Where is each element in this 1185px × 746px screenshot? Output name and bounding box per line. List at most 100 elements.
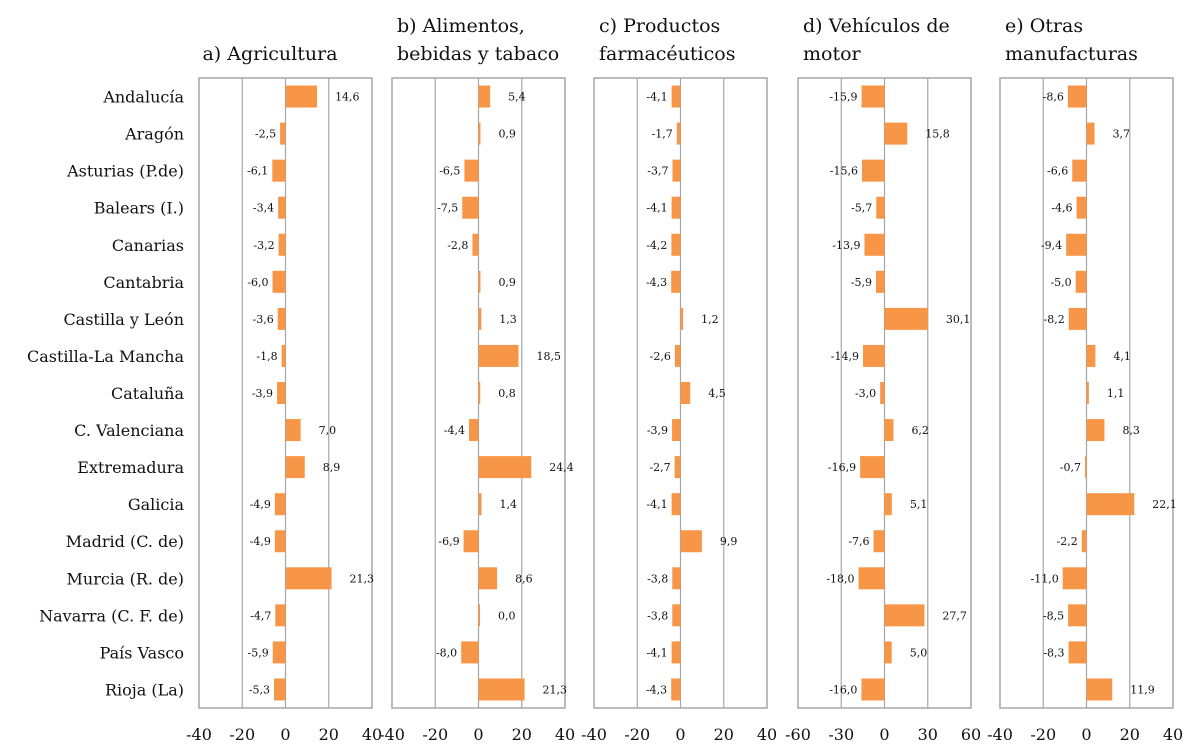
bar bbox=[281, 344, 286, 367]
bar bbox=[672, 567, 681, 590]
bar bbox=[864, 233, 885, 256]
bar bbox=[1067, 85, 1087, 108]
bar bbox=[880, 382, 885, 404]
x-tick-label: 20 bbox=[714, 725, 734, 742]
x-tick-label: -20 bbox=[422, 725, 448, 742]
x-tick-label: 0 bbox=[879, 725, 889, 742]
data-label: 14,6 bbox=[335, 91, 360, 104]
panel-c: c) Productos farmacéuticos -4,1 -1,7 -3,7 -4,… bbox=[581, 15, 777, 744]
x-tick-label: -30 bbox=[828, 725, 854, 742]
bar bbox=[478, 567, 498, 590]
category-label: Navarra (C. F. de) bbox=[39, 606, 184, 625]
category-axis: Andalucía Aragón Asturias (P.de) Balears (I… bbox=[27, 88, 184, 700]
data-label: 0,9 bbox=[498, 128, 516, 141]
data-label: -6,6 bbox=[1047, 165, 1068, 178]
data-label: -4,1 bbox=[646, 202, 667, 215]
data-label: -15,6 bbox=[830, 165, 858, 178]
data-label: 8,9 bbox=[323, 461, 341, 474]
x-tick-label: 60 bbox=[961, 725, 981, 742]
bar bbox=[671, 493, 681, 516]
data-label: 1,4 bbox=[500, 498, 517, 511]
x-tick-label: 20 bbox=[512, 725, 532, 742]
panel-e: e) Otras manufacturas -8,6 3,7 -6,6 -4,6 -9,4 -… bbox=[987, 15, 1183, 744]
bar bbox=[1084, 456, 1087, 479]
data-label: 8,6 bbox=[515, 572, 533, 585]
data-label: 8,3 bbox=[1122, 424, 1140, 437]
data-label: -8,5 bbox=[1043, 609, 1064, 622]
x-tick-label: -60 bbox=[785, 725, 811, 742]
category-label: Rioja (La) bbox=[105, 680, 184, 699]
panel-title: d) Vehículos de bbox=[803, 15, 950, 37]
bar bbox=[464, 159, 479, 182]
data-label: -5,7 bbox=[851, 202, 872, 215]
x-tick-label: 0 bbox=[1081, 725, 1091, 742]
category-label: Castilla y León bbox=[63, 310, 184, 329]
data-label: -4,9 bbox=[250, 535, 271, 548]
bar bbox=[680, 307, 684, 330]
category-label: Cantabria bbox=[103, 273, 184, 292]
plot-border bbox=[593, 77, 768, 709]
bar bbox=[672, 419, 681, 442]
data-label: -5,9 bbox=[248, 646, 269, 659]
bar bbox=[272, 641, 286, 664]
data-label: -16,9 bbox=[828, 461, 856, 474]
bar bbox=[1075, 270, 1087, 293]
bar bbox=[671, 85, 681, 108]
data-label: -4,6 bbox=[1051, 202, 1072, 215]
x-tick-label: 20 bbox=[1120, 725, 1140, 742]
bar bbox=[1068, 604, 1087, 627]
data-label: -2,7 bbox=[649, 461, 670, 474]
bar bbox=[875, 270, 885, 293]
data-label: -1,8 bbox=[256, 350, 277, 363]
data-label: 0,0 bbox=[498, 609, 516, 622]
bar bbox=[272, 159, 286, 182]
data-label: 3,7 bbox=[1113, 128, 1131, 141]
bar bbox=[1076, 196, 1087, 219]
bar bbox=[674, 344, 681, 367]
bar bbox=[884, 493, 892, 516]
bar bbox=[1081, 530, 1087, 553]
x-tick-label: -20 bbox=[1030, 725, 1056, 742]
data-label: 5,1 bbox=[910, 498, 928, 511]
panel-title: c) Productos bbox=[599, 15, 720, 37]
bar bbox=[478, 307, 482, 330]
bar bbox=[461, 641, 479, 664]
data-label: 11,9 bbox=[1130, 683, 1155, 696]
data-label: -4,2 bbox=[646, 239, 667, 252]
data-label: -4,4 bbox=[444, 424, 465, 437]
bar bbox=[680, 530, 702, 553]
data-label: 22,1 bbox=[1152, 498, 1177, 511]
data-label: -4,1 bbox=[646, 498, 667, 511]
bar bbox=[277, 382, 286, 404]
category-label: Galicia bbox=[128, 495, 185, 514]
bar bbox=[676, 122, 681, 145]
data-label: -3,8 bbox=[647, 609, 668, 622]
category-label: Cataluña bbox=[111, 384, 184, 403]
x-tick-label: 40 bbox=[757, 725, 777, 742]
panel-title: e) Otras bbox=[1005, 15, 1083, 37]
category-label: Extremadura bbox=[77, 458, 184, 477]
bar bbox=[672, 604, 681, 627]
x-tick-label: -20 bbox=[624, 725, 650, 742]
bar bbox=[1086, 344, 1096, 367]
data-label: -8,3 bbox=[1043, 646, 1064, 659]
data-label: -4,7 bbox=[250, 609, 271, 622]
data-label: -2,8 bbox=[447, 239, 468, 252]
data-label: -6,9 bbox=[438, 535, 459, 548]
x-tick-label: 20 bbox=[319, 725, 339, 742]
data-label: -4,1 bbox=[646, 91, 667, 104]
bar bbox=[462, 196, 479, 219]
bar bbox=[274, 530, 286, 553]
data-label: 6,2 bbox=[911, 424, 929, 437]
data-label: 24,4 bbox=[549, 461, 574, 474]
bar bbox=[884, 122, 908, 145]
data-label: -2,5 bbox=[255, 128, 276, 141]
panel-b: b) Alimentos, bebidas y tabaco 5,4 0,9 -6,5 -… bbox=[379, 15, 575, 744]
data-label: 5,4 bbox=[508, 91, 526, 104]
data-label: -7,5 bbox=[437, 202, 458, 215]
x-tick-label: -40 bbox=[987, 725, 1013, 742]
bar bbox=[478, 270, 481, 293]
bar bbox=[478, 604, 480, 627]
x-tick-label: 40 bbox=[555, 725, 575, 742]
panel-title: farmacéuticos bbox=[599, 43, 735, 65]
